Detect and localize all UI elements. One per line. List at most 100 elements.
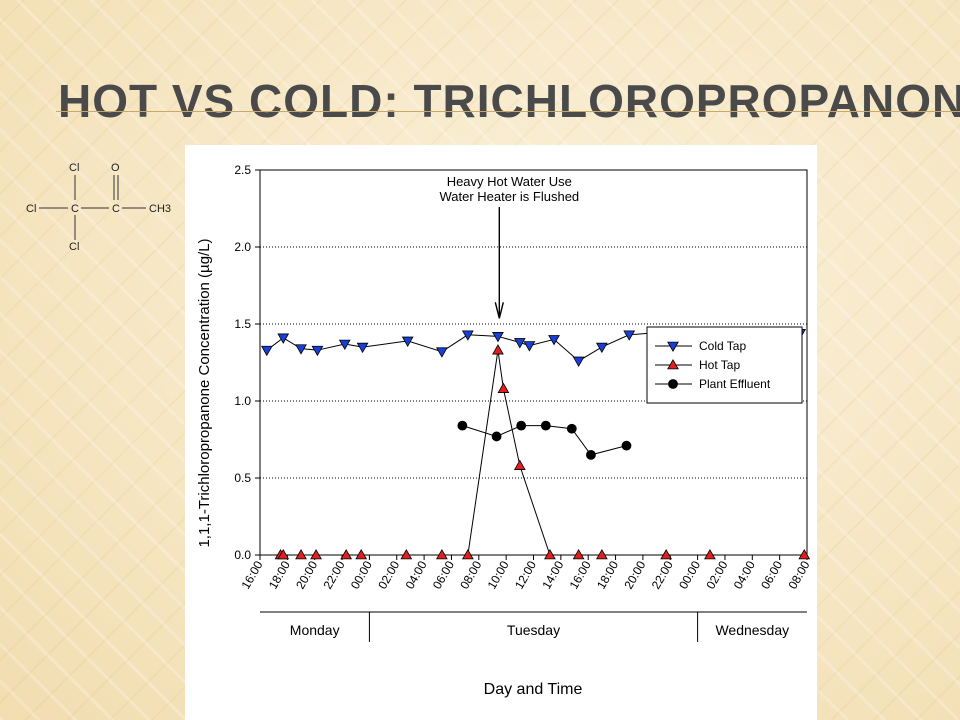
day-label: Tuesday [507, 622, 560, 638]
y-tick-label: 2.5 [234, 163, 251, 177]
x-tick-label: 22:00 [649, 558, 676, 591]
data-point-hot-tap [595, 548, 608, 560]
data-point-hot-tap [492, 344, 504, 355]
x-tick-label: 08:00 [785, 558, 812, 591]
x-tick-label: 10:00 [485, 558, 512, 591]
data-point-cold-tap [623, 330, 636, 341]
atom-ch3: CH3 [149, 203, 171, 215]
data-point-hot-tap [461, 548, 474, 560]
data-point-plant-effluent [621, 440, 632, 451]
y-tick-label: 0.0 [234, 548, 251, 562]
data-point-hot-tap [572, 548, 585, 560]
data-point-cold-tap [260, 345, 273, 357]
x-tick-label: 18:00 [594, 558, 621, 591]
x-tick-label: 02:00 [703, 558, 730, 591]
legend-label-plant-effluent: Plant Effluent [699, 377, 771, 391]
legend-marker-cold-tap [667, 341, 679, 353]
series-hot-tap [274, 344, 811, 560]
data-point-cold-tap [356, 342, 369, 354]
x-axis: 16:00 18:00 20:00 22:00 00:00 02:00 04:00 06:00… [238, 555, 813, 592]
data-point-cold-tap [311, 345, 324, 357]
data-point-cold-tap [295, 344, 307, 355]
x-tick-label: 20:00 [621, 558, 648, 591]
day-label: Wednesday [715, 622, 789, 638]
series-plant-effluent [457, 420, 632, 460]
x-tick-label: 00:00 [348, 558, 375, 591]
x-tick-label: 00:00 [676, 558, 703, 591]
x-tick-label: 06:00 [430, 558, 457, 591]
data-point-cold-tap [492, 332, 504, 343]
x-axis-label: Day and Time [484, 681, 583, 698]
x-tick-label: 06:00 [758, 558, 785, 591]
y-axis: 0.0 0.5 1.0 1.5 2.0 2.5 [234, 163, 260, 562]
legend-label-hot-tap: Hot Tap [699, 358, 740, 372]
data-point-plant-effluent [566, 423, 577, 434]
legend-marker-hot-tap [667, 358, 679, 370]
data-point-cold-tap [338, 339, 351, 351]
data-point-hot-tap [435, 548, 448, 560]
chart-panel: 0.0 0.5 1.0 1.5 2.0 2.5 16:00 18:00 20:00 22:00 0… [185, 145, 817, 720]
data-point-plant-effluent [516, 420, 527, 431]
data-point-hot-tap [660, 548, 673, 560]
trichloropropanone-structure: Cl C C CH3 Cl Cl O [26, 162, 171, 253]
x-tick-label: 18:00 [266, 558, 293, 591]
data-point-cold-tap [401, 336, 414, 347]
data-point-hot-tap [295, 548, 307, 560]
y-tick-label: 0.5 [234, 471, 251, 485]
atom-cl-left: Cl [26, 203, 36, 215]
y-tick-label: 1.0 [234, 394, 251, 408]
x-tick-label: 04:00 [731, 558, 758, 591]
annotation-text: Water Heater is Flushed [439, 189, 579, 204]
data-point-plant-effluent [491, 431, 502, 442]
day-axis: Monday Tuesday Wednesday [260, 611, 807, 642]
slide-title: HOT VS COLD: TRICHLOROPROPANONE [58, 75, 960, 127]
annotation-arrowhead [494, 302, 504, 319]
x-tick-label: 12:00 [512, 558, 539, 591]
x-tick-label: 16:00 [567, 558, 594, 591]
data-point-plant-effluent [540, 420, 551, 431]
atom-c2: C [112, 203, 120, 215]
atom-o: O [111, 162, 120, 174]
atom-cl-top: Cl [69, 162, 79, 174]
data-point-cold-tap [548, 335, 560, 346]
y-tick-label: 1.5 [234, 317, 251, 331]
title-rule [56, 111, 960, 112]
grid-layer [260, 246, 807, 479]
x-tick-label: 04:00 [403, 558, 430, 591]
data-point-cold-tap [595, 342, 608, 354]
x-tick-label: 14:00 [539, 558, 566, 591]
data-point-hot-tap [798, 548, 811, 560]
data-point-hot-tap [310, 548, 322, 560]
concentration-chart: 0.00.51.01.52.02.5 16:00 18:00 20:00 22:00 0… [196, 163, 813, 698]
data-point-cold-tap [435, 347, 448, 358]
annotation-text: Heavy Hot Water Use [447, 174, 572, 189]
data-point-hot-tap [340, 548, 353, 560]
data-point-hot-tap [544, 548, 556, 560]
x-tick-label: 22:00 [321, 558, 348, 591]
legend: Cold Tap Hot Tap Plant Effluent [646, 326, 803, 404]
data-point-hot-tap [355, 548, 368, 560]
day-label: Monday [290, 622, 340, 638]
data-point-cold-tap [277, 333, 290, 344]
data-point-cold-tap [461, 330, 474, 341]
legend-label-cold-tap: Cold Tap [699, 339, 746, 353]
y-tick-label: 2.0 [234, 240, 251, 254]
data-point-hot-tap [513, 459, 526, 470]
data-point-hot-tap [277, 548, 290, 560]
x-tick-label: 20:00 [293, 558, 320, 591]
data-point-hot-tap [497, 382, 510, 393]
legend-marker-plant-effluent [668, 379, 678, 389]
data-point-hot-tap [400, 548, 413, 560]
data-point-cold-tap [572, 356, 585, 367]
data-point-plant-effluent [586, 449, 596, 460]
data-point-plant-effluent [457, 420, 468, 431]
x-tick-label: 02:00 [375, 558, 402, 591]
y-axis-label: 1,1,1-Trichloropropanone Concentration (… [196, 238, 213, 547]
x-tick-label: 08:00 [457, 558, 484, 591]
atom-cl-bottom: Cl [69, 241, 79, 253]
data-point-cold-tap [523, 341, 536, 352]
x-tick-label: 16:00 [238, 558, 265, 591]
atom-c1: C [71, 203, 79, 215]
data-point-hot-tap [704, 548, 716, 560]
